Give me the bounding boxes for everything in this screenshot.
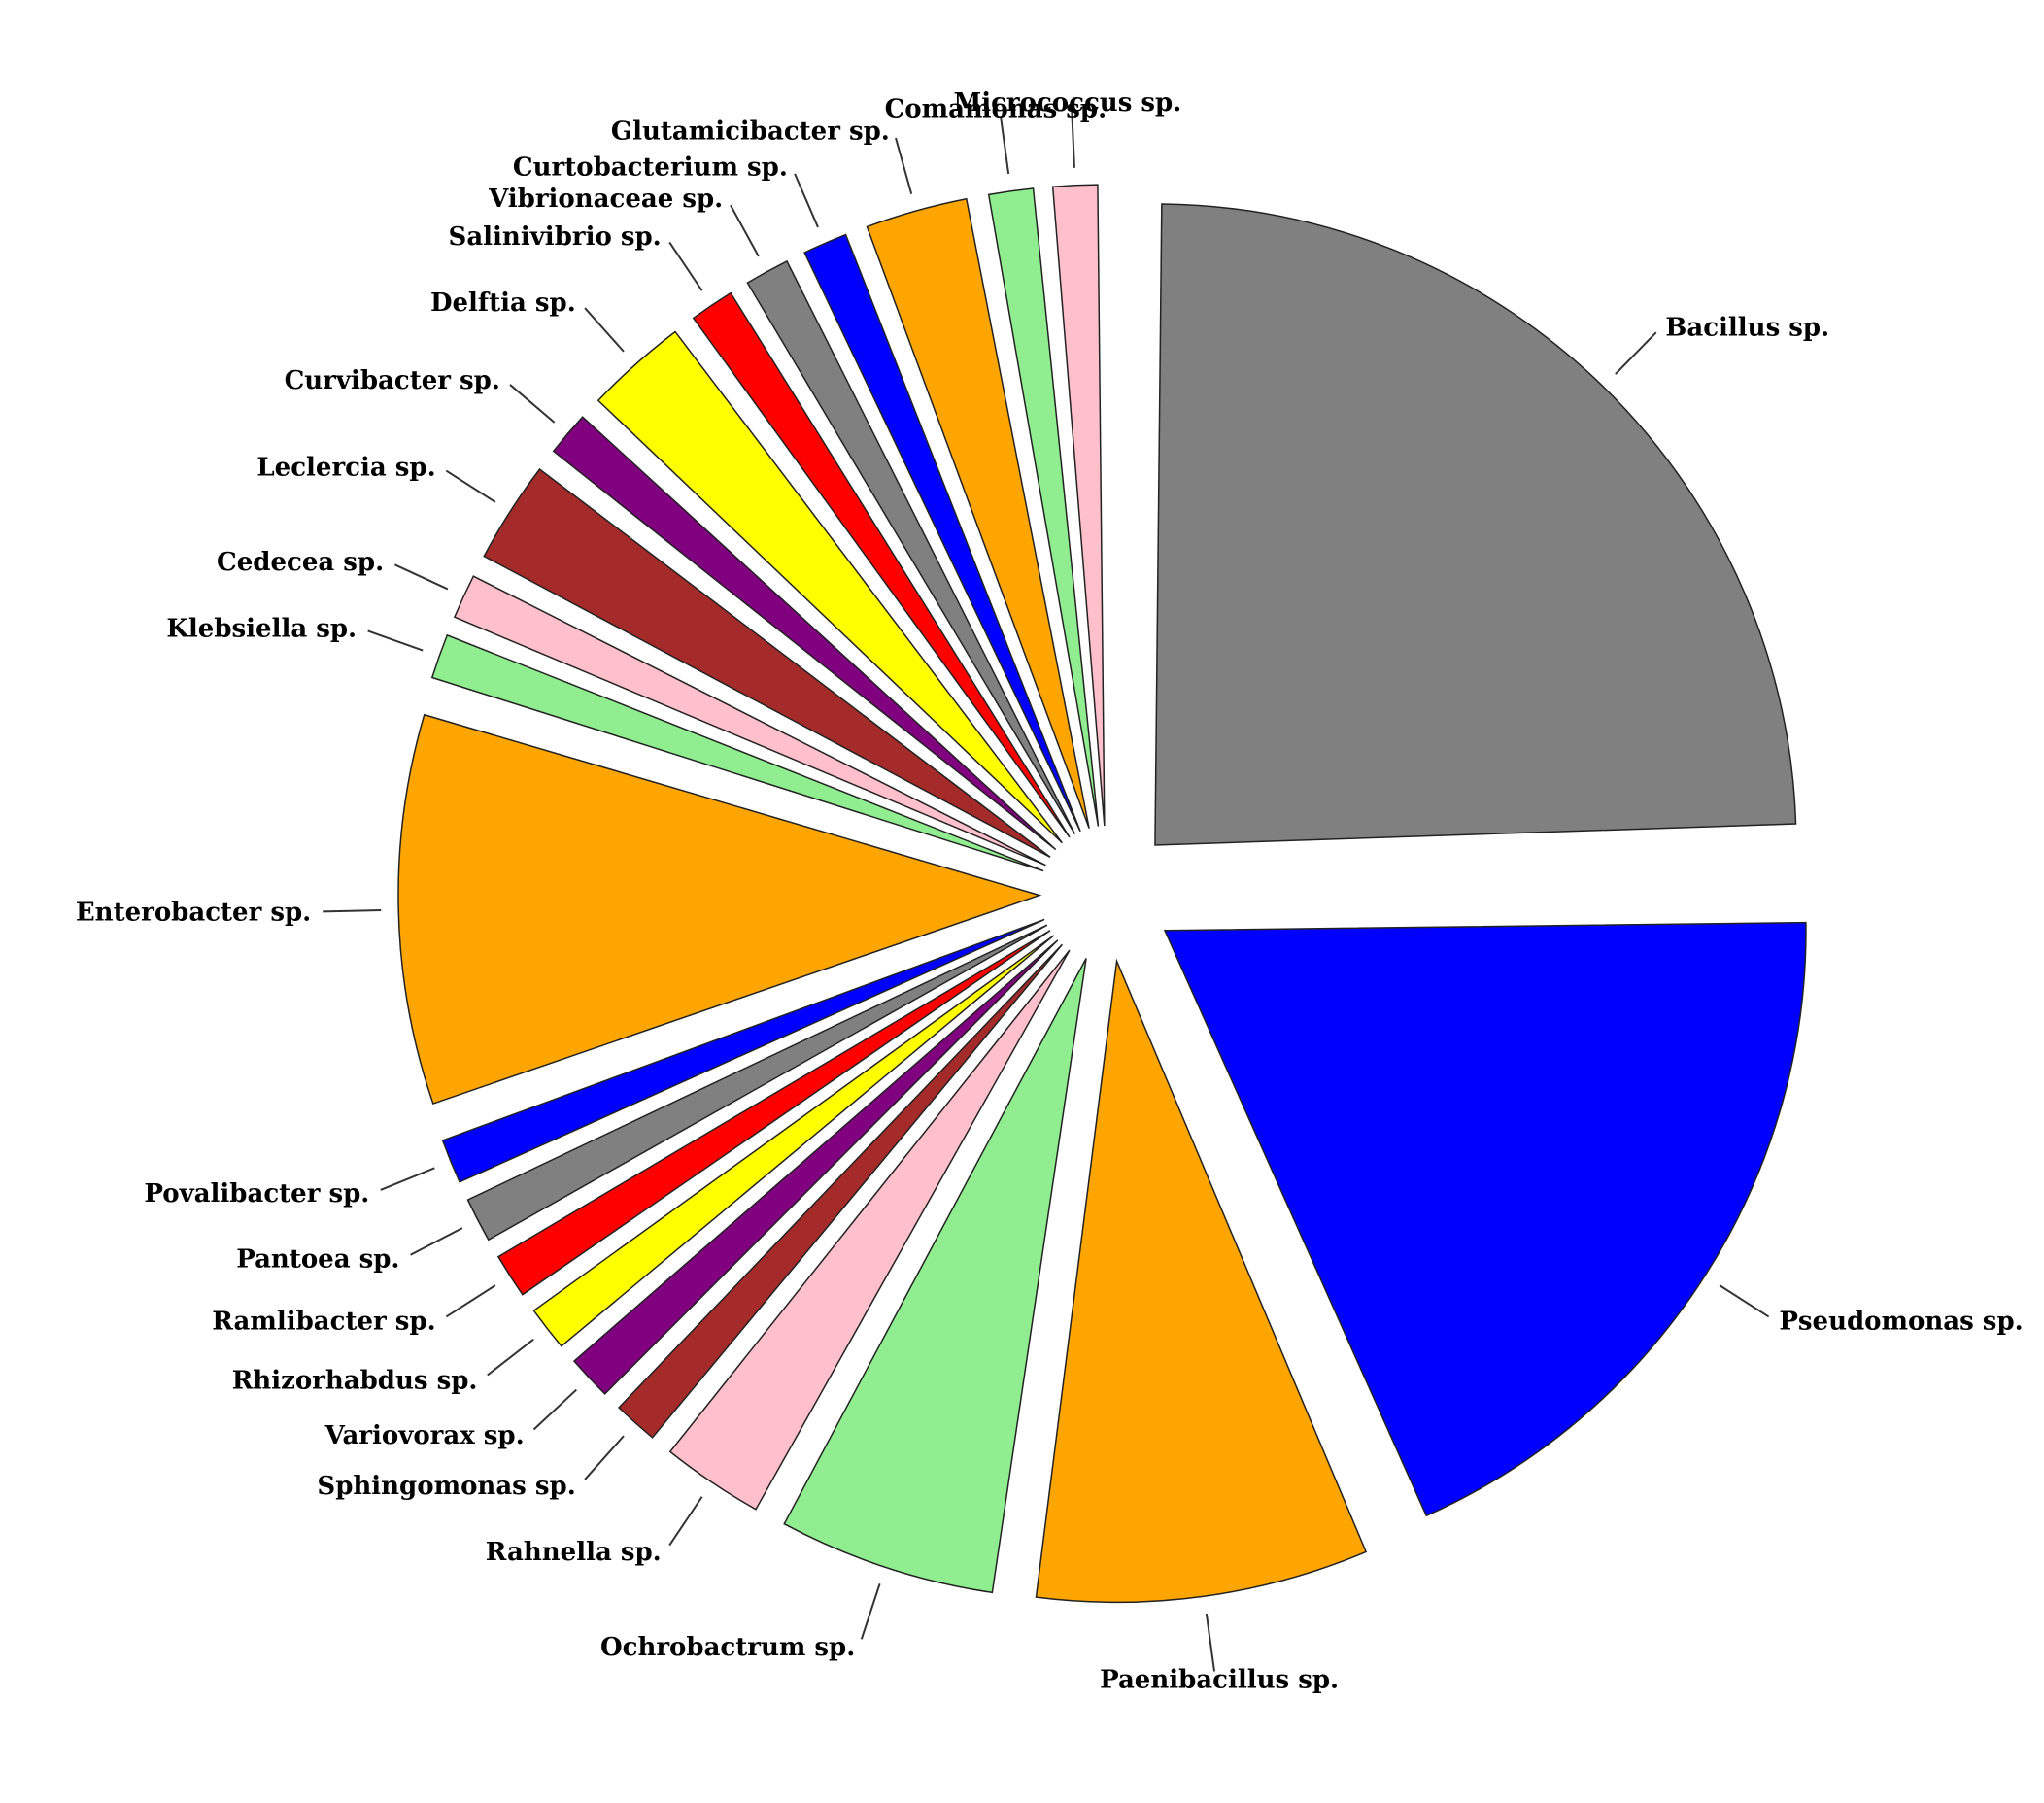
slice-label-delftia-sp: Delftia sp. [430,289,576,318]
leader-line-delftia-sp [584,307,625,353]
pie-slice-rahnella-sp [668,949,1071,1511]
slice-label-enterobacter-sp: Enterobacter sp. [76,899,311,928]
slice-label-cedecea-sp: Cedecea sp. [217,548,384,577]
slice-label-sphingomonas-sp: Sphingomonas sp. [317,1472,575,1501]
slice-label-ramlibacter-sp: Ramlibacter sp. [212,1308,435,1337]
slice-label-klebsiella-sp: Klebsiella sp. [166,615,357,644]
leaders-layer [323,109,1770,1672]
slice-label-leclercia-sp: Leclercia sp. [256,453,435,482]
slice-label-micrococcus-sp: Micrococcus sp. [953,88,1181,118]
slice-label-paenibacillus-sp: Paenibacillus sp. [1100,1665,1339,1694]
slice-label-rahnella-sp: Rahnella sp. [486,1538,662,1567]
leader-line-rahnella-sp [668,1496,703,1547]
pie-slice-vibrionaceae-sp [746,259,1076,834]
slice-label-variovorax-sp: Variovorax sp. [324,1421,525,1450]
slice-label-pantoea-sp: Pantoea sp. [236,1244,399,1274]
pie-slice-leclercia-sp [483,467,1051,858]
leader-line-curvibacter-sp [509,384,556,424]
leader-line-cedecea-sp [393,563,449,591]
pie-slice-comamonas-sp [987,187,1100,827]
leader-line-rhizorhabdus-sp [487,1338,534,1377]
leader-line-pantoea-sp [410,1227,463,1256]
pie-slice-delftia-sp [596,330,1063,844]
leader-line-vibrionaceae-sp [730,204,760,257]
slice-label-povalibacter-sp: Povalibacter sp. [144,1179,369,1208]
pie-slice-klebsiella-sp [430,633,1044,872]
slice-label-bacillus-sp: Bacillus sp. [1665,313,1829,342]
leader-line-pseudomonas-sp [1719,1284,1770,1318]
pie-slice-curtobacterium-sp [803,233,1081,833]
leader-line-bacillus-sp [1615,331,1657,375]
leader-line-leclercia-sp [445,469,496,503]
leader-line-ochrobactrum-sp [860,1583,881,1640]
pie-slice-pantoea-sp [466,924,1048,1242]
leader-line-comamonas-sp [999,116,1010,175]
leader-line-enterobacter-sp [323,909,382,913]
slice-label-ochrobactrum-sp: Ochrobactrum sp. [600,1633,855,1662]
slice-label-rhizorhabdus-sp: Rhizorhabdus sp. [232,1366,478,1395]
pie-slice-enterobacter-sp [397,713,1042,1106]
leader-line-sphingomonas-sp [584,1435,625,1480]
leader-line-glutamicibacter-sp [895,137,913,195]
pie-slice-curvibacter-sp [552,416,1057,851]
leader-line-klebsiella-sp [367,629,424,652]
slice-label-curtobacterium-sp: Curtobacterium sp. [513,153,788,183]
pie-slice-bacillus-sp [1154,203,1797,846]
leader-line-paenibacillus-sp [1205,1613,1216,1672]
pie-slice-sphingomonas-sp [617,943,1063,1439]
pie-slice-ramlibacter-sp [496,930,1051,1296]
pie-slice-pseudomonas-sp [1163,921,1807,1517]
pie-slice-paenibacillus-sp [1035,958,1368,1604]
pie-slice-variovorax-sp [572,939,1059,1395]
pie-slice-ochrobactrum-sp [783,958,1087,1594]
leader-line-povalibacter-sp [380,1167,435,1191]
pie-slice-micrococcus-sp [1051,184,1106,827]
leader-line-curtobacterium-sp [794,173,819,228]
pie-slice-salinivibrio-sp [692,291,1071,838]
slice-label-glutamicibacter-sp: Glutamicibacter sp. [611,117,890,146]
slices-layer [397,184,1807,1604]
pie-slice-rhizorhabdus-sp [532,935,1055,1347]
leader-line-micrococcus-sp [1071,109,1075,168]
slice-label-pseudomonas-sp: Pseudomonas sp. [1779,1308,2023,1337]
labels-layer: Bacillus sp. Pseudomonas sp. Paenibacillus… [76,88,2024,1695]
leader-line-variovorax-sp [532,1388,578,1431]
slice-label-vibrionaceae-sp: Vibrionaceae sp. [488,185,723,214]
slice-label-salinivibrio-sp: Salinivibrio sp. [449,222,662,252]
leader-line-ramlibacter-sp [445,1284,496,1318]
pie-slice-povalibacter-sp [441,918,1045,1183]
pie-slice-glutamicibacter-sp [866,197,1090,829]
pie-slice-cedecea-sp [453,575,1046,867]
slice-label-curvibacter-sp: Curvibacter sp. [285,366,500,395]
leader-line-salinivibrio-sp [668,241,703,291]
slice-label-comamonas-sp: Comamonas sp. [885,95,1107,124]
